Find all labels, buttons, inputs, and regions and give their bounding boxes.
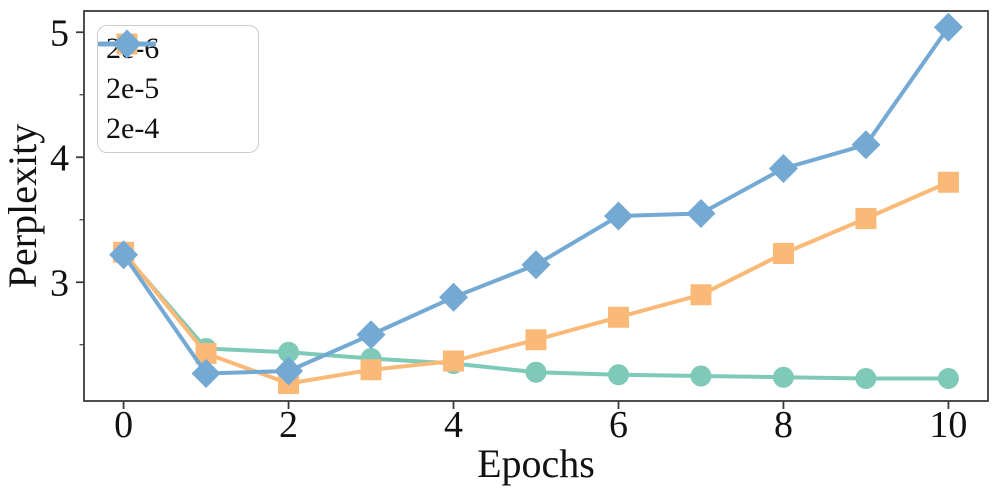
series-2e-4 [109, 12, 963, 388]
x-axis-label: Epochs [477, 441, 595, 486]
data-point [607, 364, 629, 386]
y-tick-label: 5 [50, 12, 69, 54]
data-point [525, 361, 547, 383]
data-point [772, 366, 794, 388]
data-point [855, 368, 877, 389]
data-point [690, 284, 712, 306]
series-layer [109, 12, 963, 394]
data-point [603, 201, 633, 231]
diamond-marker-icon [98, 29, 156, 59]
data-point [443, 350, 465, 372]
y-tick-label: 4 [50, 137, 69, 179]
legend-marker [112, 29, 142, 59]
legend-item-2e-4: 2e-4 [98, 29, 250, 149]
data-point [195, 343, 217, 364]
data-point [937, 368, 959, 389]
data-point [690, 365, 712, 387]
data-point [521, 250, 551, 280]
x-tick-label: 10 [929, 404, 967, 446]
legend-label: 2e-4 [106, 112, 160, 145]
data-point [360, 359, 382, 381]
data-point [278, 341, 300, 363]
y-axis-label: Perplexity [0, 124, 45, 288]
data-point [772, 243, 794, 264]
x-tick-label: 2 [279, 404, 298, 446]
data-point [851, 130, 881, 160]
axes: 0 2 4 6 8 10 3 4 5 [50, 10, 989, 446]
legend-item-2e-5: 2e-5 [98, 33, 250, 109]
data-point [191, 359, 221, 388]
x-tick-label: 6 [609, 404, 628, 446]
data-point [356, 320, 386, 350]
x-tick-label: 4 [444, 404, 463, 446]
legend-label: 2e-5 [106, 72, 160, 105]
x-tick-label: 0 [114, 404, 133, 446]
x-tick-label: 8 [774, 404, 793, 446]
y-tick-label: 3 [50, 262, 69, 304]
plot-border [83, 10, 989, 402]
data-point [525, 329, 547, 351]
legend: 2e-62e-52e-4 [97, 25, 259, 153]
data-point [439, 282, 469, 312]
data-point [274, 356, 304, 386]
data-point [607, 306, 629, 328]
data-point [855, 208, 877, 229]
data-point [768, 154, 798, 183]
data-point [937, 171, 959, 193]
series-2e-5 [113, 171, 959, 394]
data-point [109, 240, 139, 270]
data-point [933, 12, 963, 42]
series-line-2e-5 [121, 180, 951, 386]
data-point [686, 199, 716, 228]
